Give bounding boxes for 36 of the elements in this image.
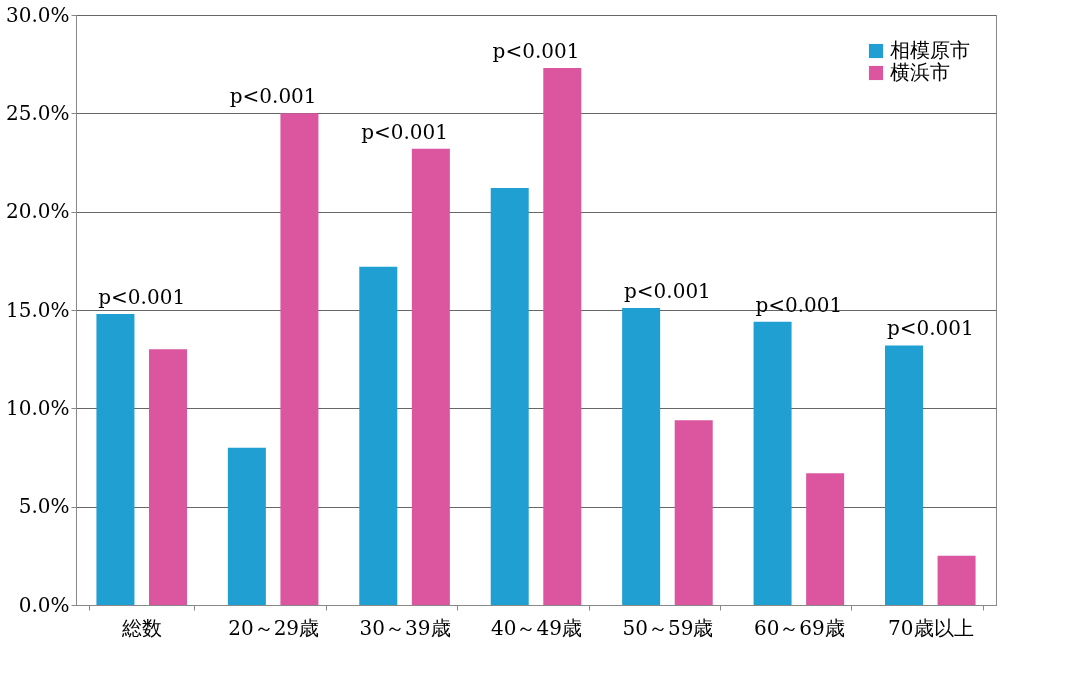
bar bbox=[411, 148, 450, 605]
legend-label: 相模原市 bbox=[890, 38, 970, 62]
x-tick-label: 70歳以上 bbox=[888, 615, 974, 640]
x-tick-label: 60～69歳 bbox=[753, 615, 845, 640]
bar bbox=[149, 349, 187, 605]
bar bbox=[280, 113, 319, 605]
bar bbox=[806, 473, 845, 605]
bar bbox=[885, 345, 923, 605]
annotation: p<0.001 bbox=[229, 84, 317, 109]
y-tick-label: 30.0% bbox=[5, 2, 70, 27]
y-tick-label: 0.0% bbox=[18, 592, 70, 617]
x-tick-label: 50～59歳 bbox=[622, 615, 714, 640]
x-tick-label: 40～49歳 bbox=[491, 615, 582, 640]
bar bbox=[753, 321, 792, 605]
y-tick-label: 20.0% bbox=[5, 199, 70, 224]
bar bbox=[359, 266, 398, 605]
bar bbox=[622, 308, 661, 605]
y-tick-label: 5.0% bbox=[18, 494, 70, 519]
y-tick-label: 15.0% bbox=[5, 297, 70, 322]
annotation: p<0.001 bbox=[98, 284, 186, 309]
bar bbox=[227, 447, 266, 605]
annotation: p<0.001 bbox=[361, 119, 448, 144]
x-tick-label: 20～29歳 bbox=[228, 615, 320, 640]
y-tick-label: 25.0% bbox=[5, 100, 70, 125]
x-tick-label: 30～39歳 bbox=[359, 615, 451, 640]
y-tick-label: 10.0% bbox=[5, 395, 70, 420]
bar bbox=[543, 68, 582, 605]
x-tick-label: 総数 bbox=[121, 615, 163, 640]
bar bbox=[96, 313, 135, 605]
annotation: p<0.001 bbox=[886, 316, 974, 341]
annotation: p<0.001 bbox=[492, 39, 580, 64]
bar bbox=[937, 555, 976, 605]
bar bbox=[490, 188, 529, 605]
annotation: p<0.001 bbox=[624, 279, 711, 304]
legend-label: 横浜市 bbox=[890, 60, 950, 84]
bar bbox=[674, 420, 713, 605]
